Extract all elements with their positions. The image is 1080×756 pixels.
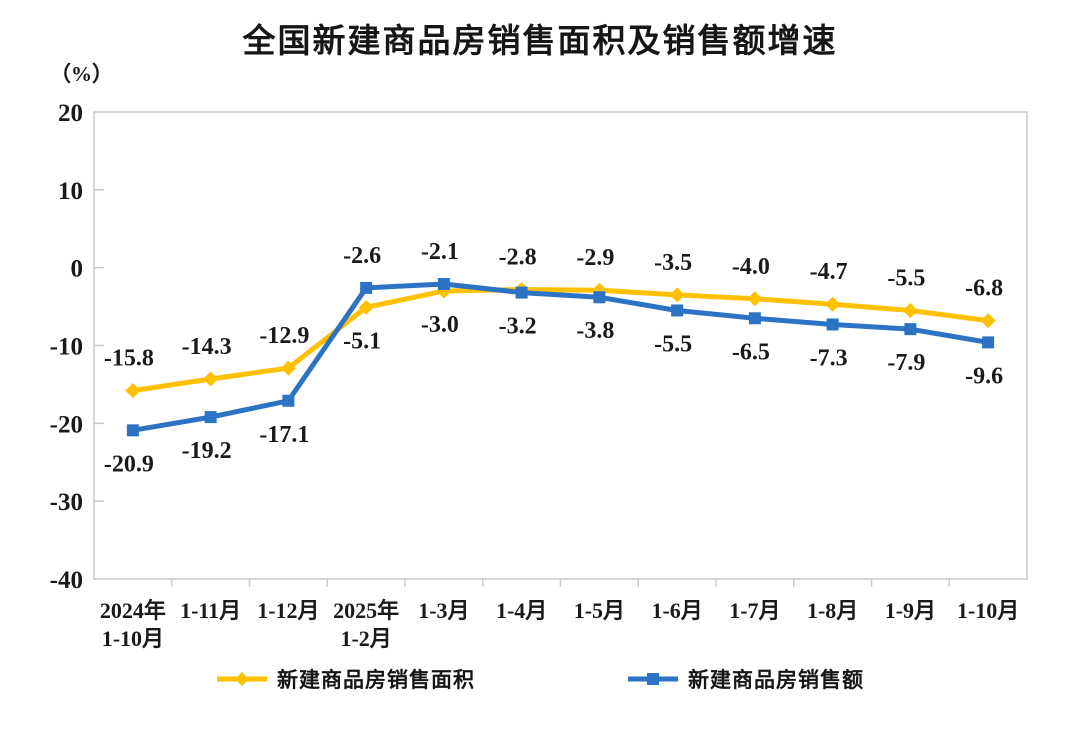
legend-item-sales-amount: 新建商品房销售额 bbox=[627, 664, 864, 694]
y-tick-label: -40 bbox=[50, 567, 83, 594]
legend-label-sales-area: 新建商品房销售面积 bbox=[277, 668, 475, 692]
legend-swatch-marker-0 bbox=[235, 672, 249, 686]
legend: 新建商品房销售面积 新建商品房销售额 bbox=[0, 664, 1080, 694]
data-label: -5.1 bbox=[343, 328, 381, 354]
data-label: -4.0 bbox=[732, 254, 770, 280]
y-tick-label: -20 bbox=[50, 411, 83, 438]
y-axis-unit-label: （%） bbox=[50, 62, 113, 86]
data-label: -20.9 bbox=[104, 451, 154, 477]
data-point-marker bbox=[669, 287, 685, 303]
line-square-marker-icon bbox=[628, 673, 678, 685]
data-point-marker bbox=[280, 360, 296, 376]
x-tick-label: 2025年 bbox=[333, 598, 399, 623]
x-tick-label: 1-8月 bbox=[807, 598, 858, 623]
data-label: -6.8 bbox=[965, 276, 1003, 302]
x-tick-label: 1-7月 bbox=[729, 598, 780, 623]
data-label: -5.5 bbox=[654, 331, 692, 357]
legend-item-sales-area: 新建商品房销售面积 bbox=[216, 664, 475, 694]
data-label: -7.3 bbox=[810, 345, 848, 371]
series-line-0 bbox=[130, 286, 991, 394]
y-tick-label: -30 bbox=[50, 489, 83, 516]
data-label: -14.3 bbox=[182, 334, 232, 360]
data-label: -17.1 bbox=[259, 422, 309, 448]
data-point-marker bbox=[980, 313, 996, 329]
data-label: -2.8 bbox=[499, 244, 537, 270]
data-point-marker bbox=[515, 286, 528, 299]
x-tick-label: 1-9月 bbox=[885, 598, 936, 623]
chart-title: 全国新建商品房销售面积及销售额增速 bbox=[242, 22, 838, 59]
legend-label-sales-amount: 新建商品房销售额 bbox=[688, 668, 864, 692]
y-tick-label: 0 bbox=[71, 256, 84, 283]
data-label: -15.8 bbox=[104, 346, 154, 372]
data-point-marker bbox=[593, 291, 606, 304]
data-label: -19.2 bbox=[182, 438, 232, 464]
y-tick-label: 10 bbox=[58, 178, 83, 205]
data-label: -12.9 bbox=[259, 323, 309, 349]
data-point-marker bbox=[125, 383, 141, 399]
data-point-marker bbox=[826, 318, 839, 331]
legend-swatch-marker-1 bbox=[647, 673, 659, 685]
x-tick-label: 1-5月 bbox=[574, 598, 625, 623]
y-tick-label: 20 bbox=[58, 100, 83, 127]
y-tick-label: -10 bbox=[50, 334, 83, 361]
series-line-1 bbox=[130, 281, 991, 433]
data-point-marker bbox=[748, 312, 761, 325]
line-diamond-marker-icon bbox=[217, 672, 267, 686]
data-point-marker bbox=[825, 296, 841, 312]
x-tick-label: 2024年 bbox=[100, 598, 166, 623]
data-label: -3.0 bbox=[421, 312, 459, 338]
data-label: -6.5 bbox=[732, 339, 770, 365]
data-point-marker bbox=[282, 394, 295, 407]
x-tick-label: 1-4月 bbox=[496, 598, 547, 623]
data-point-marker bbox=[203, 371, 219, 387]
x-tick-label: 1-10月 bbox=[102, 626, 164, 651]
x-tick-label: 1-2月 bbox=[340, 626, 391, 651]
data-label: -3.5 bbox=[654, 250, 692, 276]
data-point-marker bbox=[747, 291, 763, 307]
data-label: -4.7 bbox=[810, 259, 848, 285]
data-label: -5.5 bbox=[887, 265, 925, 291]
x-tick-label: 1-12月 bbox=[257, 598, 319, 623]
data-label: -7.9 bbox=[887, 350, 925, 376]
x-tick-label: 1-10月 bbox=[957, 598, 1019, 623]
data-point-marker bbox=[126, 424, 139, 437]
data-point-marker bbox=[437, 278, 450, 291]
x-tick-label: 1-11月 bbox=[180, 598, 241, 623]
data-point-marker bbox=[904, 323, 917, 336]
data-point-marker bbox=[358, 299, 374, 315]
data-point-marker bbox=[204, 411, 217, 424]
plot-border bbox=[93, 111, 1028, 580]
data-point-marker bbox=[360, 281, 373, 294]
data-label: -3.2 bbox=[499, 314, 537, 340]
data-point-marker bbox=[902, 302, 918, 318]
data-label: -3.8 bbox=[576, 318, 614, 344]
x-tick-label: 1-3月 bbox=[418, 598, 469, 623]
data-label: -2.9 bbox=[576, 245, 614, 271]
data-label: -2.1 bbox=[421, 239, 459, 265]
data-point-marker bbox=[982, 336, 995, 349]
data-point-marker bbox=[671, 304, 684, 317]
data-label: -2.6 bbox=[343, 243, 381, 269]
data-label: -9.6 bbox=[965, 363, 1003, 389]
x-tick-label: 1-6月 bbox=[651, 598, 702, 623]
